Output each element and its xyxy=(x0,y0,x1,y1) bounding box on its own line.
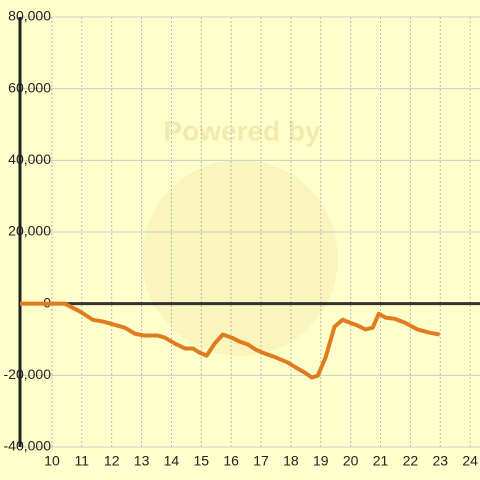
y-tick-label: -20,000 xyxy=(4,366,52,382)
x-tick-label: 15 xyxy=(194,453,210,469)
x-tick-label: 19 xyxy=(313,453,329,469)
y-tick-label: -40,000 xyxy=(4,438,52,454)
x-tick-label: 14 xyxy=(164,453,180,469)
data-line xyxy=(20,301,441,380)
x-tick-label: 12 xyxy=(104,453,120,469)
x-tick-label: 17 xyxy=(253,453,269,469)
x-tick-label: 11 xyxy=(75,453,90,469)
y-tick-label: 80,000 xyxy=(8,8,51,24)
x-tick-label: 22 xyxy=(403,453,419,469)
x-tick-label: 23 xyxy=(432,453,448,469)
y-tick-label: 20,000 xyxy=(8,223,51,239)
x-tick-label: 16 xyxy=(223,453,239,469)
x-tick-label: 13 xyxy=(134,453,150,469)
watermark-logo xyxy=(142,160,338,356)
y-tick-label: 40,000 xyxy=(8,151,51,167)
y-tick-label: 60,000 xyxy=(8,79,51,95)
x-tick-label: 21 xyxy=(373,453,389,469)
x-tick-label: 18 xyxy=(283,453,299,469)
watermark: Powered by xyxy=(163,115,321,146)
x-tick-label: 20 xyxy=(343,453,359,469)
x-tick-label: 10 xyxy=(44,453,60,469)
x-tick-label: 24 xyxy=(462,453,478,469)
